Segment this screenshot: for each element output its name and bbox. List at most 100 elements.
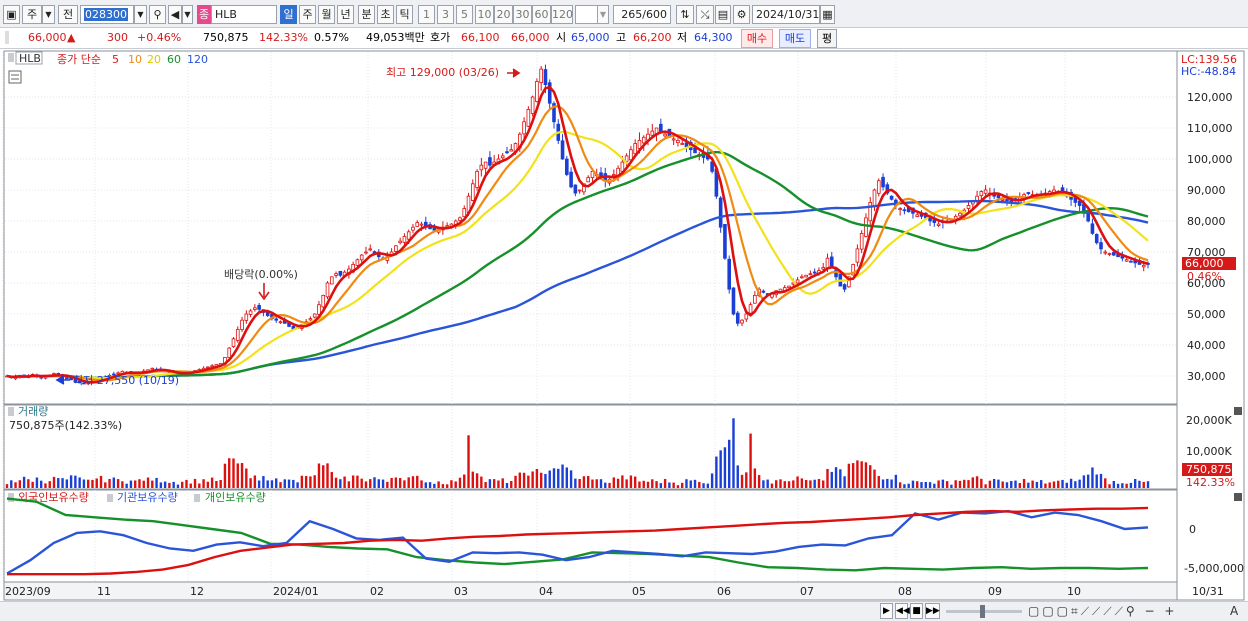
zoom-slider-handle[interactable]	[980, 605, 985, 618]
candle-body	[1112, 252, 1116, 256]
text-tool-icon[interactable]: A	[1230, 604, 1239, 618]
interval-60-button[interactable]: 60	[532, 5, 551, 24]
period-second-button[interactable]: 초	[377, 5, 394, 24]
calendar-icon[interactable]: ▦	[820, 5, 835, 24]
average-button[interactable]: 평	[817, 29, 837, 48]
speaker-dropdown-icon[interactable]: ▼	[182, 5, 193, 24]
toggle-icon[interactable]: ⇅	[676, 5, 694, 24]
volume-close-icon[interactable]	[1234, 407, 1242, 415]
volume-bar	[544, 473, 547, 488]
interval-120-button[interactable]: 120	[551, 5, 573, 24]
interval-3-button[interactable]: 3	[437, 5, 454, 24]
candle-body	[338, 270, 343, 276]
buy-button[interactable]: 매수	[741, 29, 773, 48]
volume-bar	[1138, 480, 1141, 488]
volume-bar	[693, 479, 697, 488]
panel-grip-icon[interactable]	[8, 53, 14, 62]
volume-bar	[266, 480, 269, 488]
volume-bar	[612, 477, 616, 488]
stock-name-field[interactable]: HLB	[211, 5, 277, 24]
quote-bar: 66,000 ▲ 300 +0.46% 750,875 142.33% 0.57…	[0, 28, 1248, 49]
holding-close-icon[interactable]	[1234, 493, 1242, 501]
candle-body	[560, 140, 565, 160]
volume-ratio: 142.33%	[259, 31, 308, 44]
interval-5-button[interactable]: 5	[456, 5, 473, 24]
volume-bar	[945, 481, 949, 488]
scroll-start-icon[interactable]: ◀◀	[895, 603, 910, 619]
mode-main-button[interactable]: 주	[22, 5, 42, 24]
x-tick-label: 2024/01	[273, 585, 319, 598]
volume-bar	[270, 480, 274, 488]
period-day-button[interactable]: 일	[280, 5, 297, 24]
volume-bar	[680, 482, 684, 488]
data-count-field[interactable]: 265/600	[613, 5, 671, 24]
stock-code-input[interactable]: 028300	[80, 5, 134, 24]
ticker-box[interactable]	[15, 51, 43, 65]
interval-10-button[interactable]: 10	[475, 5, 494, 24]
sell-button[interactable]: 매도	[779, 29, 811, 48]
date-field[interactable]: 2024/10/31	[752, 5, 820, 24]
chart-svg[interactable]: HLB 종가 단순 5 10 20 60 120 LC:139.56 HC:-4…	[0, 49, 1248, 601]
interval-20-button[interactable]: 20	[494, 5, 513, 24]
volume-bar	[851, 463, 855, 488]
chart-area[interactable]: HLB 종가 단순 5 10 20 60 120 LC:139.56 HC:-4…	[0, 49, 1248, 601]
volume-bar	[44, 483, 47, 488]
candle-body	[1107, 253, 1112, 255]
candle-body	[406, 231, 411, 240]
price-y-axis: 120,000110,000100,00090,00080,00070,0006…	[1187, 91, 1233, 383]
ticker-label: HLB	[19, 52, 41, 65]
volume-bar	[146, 477, 150, 488]
mode-dropdown-icon[interactable]: ▼	[42, 5, 55, 24]
volume-bar	[646, 481, 650, 488]
scroll-right-icon[interactable]: ▶	[880, 603, 893, 619]
candle-body	[368, 248, 373, 251]
stop-icon[interactable]: ■	[910, 603, 923, 619]
candle-body	[996, 194, 1001, 199]
volume-bar	[1078, 479, 1081, 488]
volume-bar	[403, 480, 406, 488]
volume-bar	[984, 484, 987, 488]
volume-bar	[249, 478, 252, 488]
toolbar: ▣ 주 ▼ 전 028300 ▼ ⚲ ◀ ▼ 종 HLB 일 주 월 년 분 초…	[0, 0, 1248, 28]
code-dropdown-icon[interactable]: ▼	[134, 5, 147, 24]
mode-prev-button[interactable]: 전	[58, 5, 78, 24]
candle-body	[253, 307, 257, 310]
gear-icon[interactable]: ⚙	[733, 5, 750, 24]
interval-30-button[interactable]: 30	[513, 5, 532, 24]
volume-bar	[381, 479, 385, 488]
chart-line-icon[interactable]: ⤯	[696, 5, 714, 24]
low-price: 64,300	[694, 31, 733, 44]
scroll-end-icon[interactable]: ▶▶	[925, 603, 940, 619]
volume-bar	[873, 469, 876, 488]
period-tick-button[interactable]: 틱	[396, 5, 413, 24]
volume-grip-icon[interactable]	[8, 407, 14, 416]
volume-bar	[830, 471, 833, 488]
calculator-icon[interactable]	[8, 70, 22, 84]
save-icon[interactable]: ▤	[715, 5, 731, 24]
volume-bar	[804, 480, 808, 488]
chart-window-icon[interactable]: ▣	[3, 5, 20, 24]
volume-bar	[168, 482, 171, 488]
period-year-button[interactable]: 년	[337, 5, 354, 24]
candle-body	[663, 133, 667, 137]
drawing-tools[interactable]: ▢▢▢⌗⟋⟋⟋⟋⚲ − +	[1028, 604, 1178, 618]
volume-bar	[822, 480, 825, 488]
volume-bar	[608, 482, 611, 488]
candle-body	[855, 248, 860, 263]
candle-body	[116, 372, 120, 375]
interval-dropdown-icon[interactable]: ▼	[597, 5, 609, 24]
period-minute-button[interactable]: 분	[358, 5, 375, 24]
search-icon[interactable]: ⚲	[149, 5, 166, 24]
candle-body	[795, 279, 800, 284]
period-week-button[interactable]: 주	[299, 5, 316, 24]
period-month-button[interactable]: 월	[318, 5, 335, 24]
volume-bar	[903, 484, 906, 488]
holding-grip-icon[interactable]	[8, 493, 14, 502]
speaker-icon[interactable]: ◀	[168, 5, 182, 24]
interval-1-button[interactable]: 1	[418, 5, 435, 24]
volume-bar	[65, 479, 69, 488]
volume-bar	[715, 456, 718, 488]
candle-body	[723, 223, 727, 259]
candle-body	[979, 191, 984, 197]
volume-bar	[416, 475, 419, 488]
